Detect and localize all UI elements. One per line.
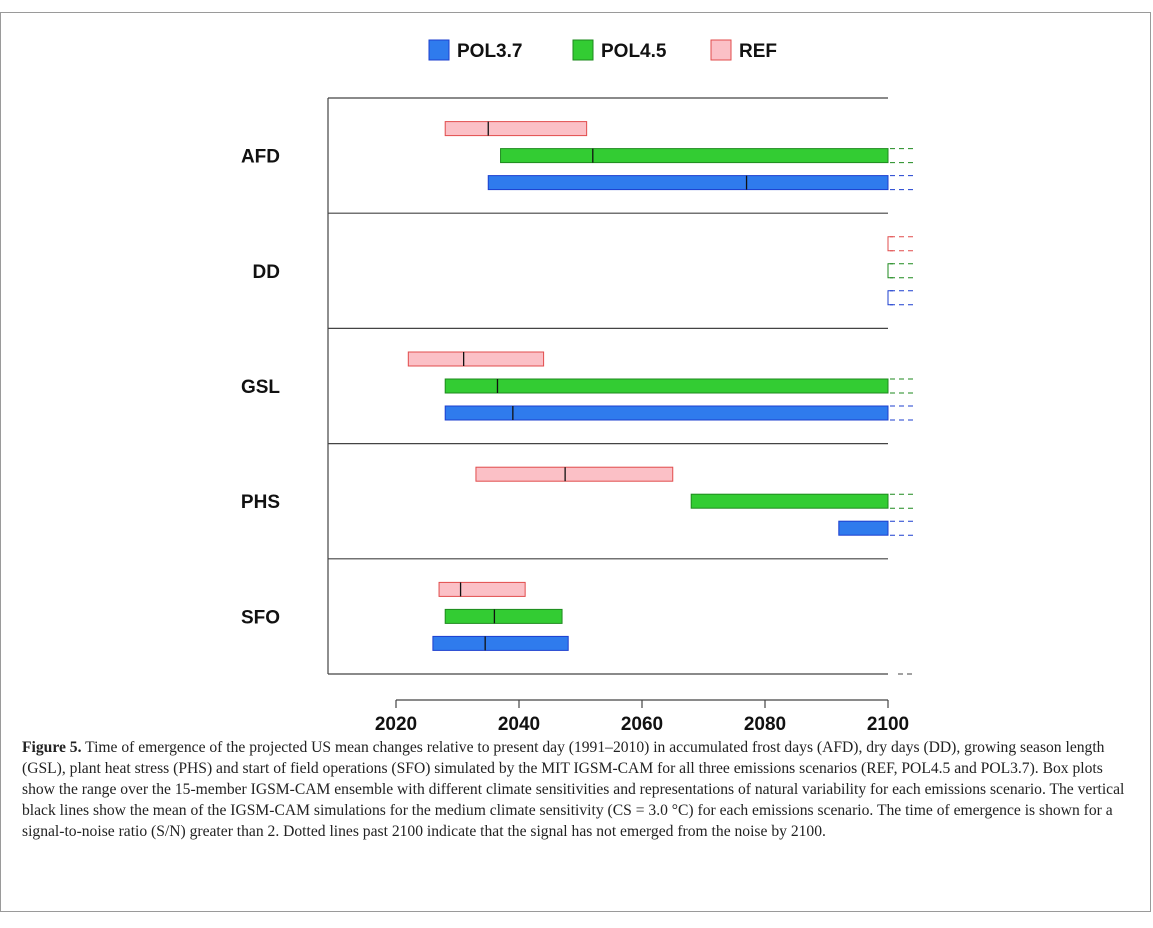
bracket-dd-pol3-7	[887, 290, 893, 306]
legend-label-pol4-5: POL4.5	[601, 41, 667, 62]
category-label-phs: PHS	[241, 492, 280, 513]
bracket-dd-pol4-5	[887, 263, 893, 279]
bar-sfo-pol3-7	[432, 635, 569, 651]
x-tick-label-2080: 2080	[744, 714, 786, 730]
legend-swatch-pol4-5	[572, 39, 594, 61]
bar-phs-pol3-7	[838, 520, 889, 536]
caption-text: Time of emergence of the projected US me…	[22, 739, 1125, 840]
figure-caption: Figure 5. Time of emergence of the proje…	[22, 737, 1137, 842]
axes: 2020 2040 2060 2080 2100 AFD DD GSL PHS SFO	[241, 97, 915, 730]
figure-frame	[0, 12, 1151, 912]
legend-label-pol3-7: POL3.7	[457, 41, 522, 62]
bar-sfo-ref	[438, 581, 526, 597]
bar-sfo-pol4-5	[444, 608, 563, 624]
x-tick-label-2040: 2040	[498, 714, 540, 730]
time-of-emergence-chart: POL3.7 POL4.5 REF 2020 2040 2060 2080 2100 AFD D…	[241, 39, 915, 730]
bar-gsl-pol4-5	[444, 378, 889, 394]
category-label-sfo: SFO	[241, 607, 280, 628]
legend-label-ref: REF	[739, 41, 777, 62]
category-label-gsl: GSL	[241, 377, 280, 398]
bar-afd-pol4-5	[500, 148, 889, 164]
bar-phs-pol4-5	[690, 493, 889, 509]
bracket-dd-ref	[887, 236, 893, 252]
legend-swatch-pol3-7	[428, 39, 450, 61]
category-label-dd: DD	[253, 262, 280, 283]
bars	[407, 121, 915, 651]
x-tick-label-2100: 2100	[867, 714, 909, 730]
x-tick-label-2060: 2060	[621, 714, 663, 730]
x-tick-label-2020: 2020	[375, 714, 417, 730]
bar-afd-pol3-7	[487, 175, 889, 191]
category-label-afd: AFD	[241, 147, 280, 168]
bar-phs-ref	[475, 466, 674, 482]
legend: POL3.7 POL4.5 REF	[428, 39, 777, 62]
legend-swatch-ref	[710, 39, 732, 61]
bar-gsl-ref	[407, 351, 545, 367]
bar-afd-ref	[444, 121, 588, 137]
bar-gsl-pol3-7	[444, 405, 889, 421]
caption-label: Figure 5.	[22, 739, 82, 756]
